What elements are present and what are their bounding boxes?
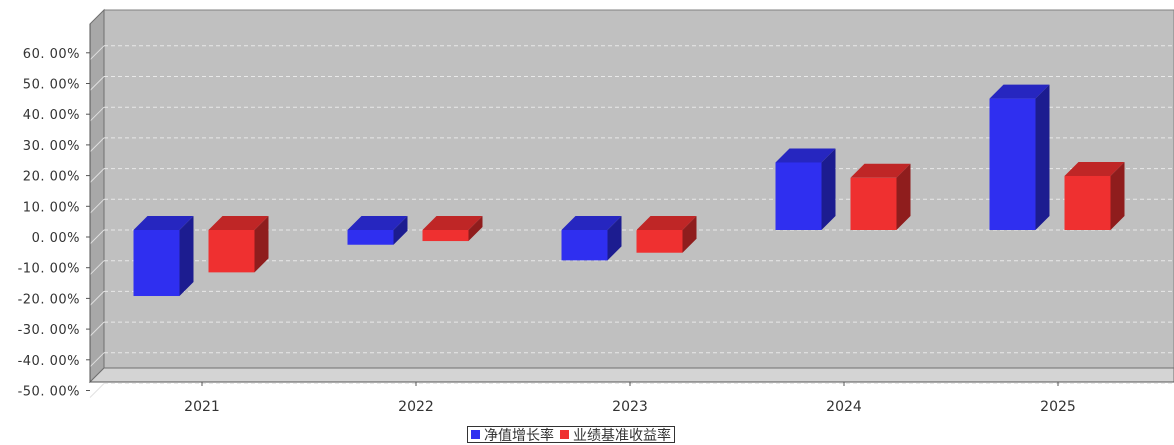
grid-line-side <box>89 321 105 337</box>
bar-side <box>607 216 622 261</box>
x-tick-label: 2025 <box>1040 399 1076 415</box>
bar-chart: 60. 00% 50. 00% 40. 00% 30. 00% 20. 00% 10. 0… <box>18 8 1174 415</box>
y-tick-label: -40. 00% <box>18 354 80 369</box>
plot-walls <box>88 8 1174 384</box>
grid-line-side <box>89 106 105 122</box>
x-tick-label: 2021 <box>184 399 220 415</box>
bar-top <box>422 216 483 230</box>
y-tick-label: 30. 00% <box>23 139 80 154</box>
grid-line-side <box>89 291 105 306</box>
bar-side <box>821 148 836 230</box>
x-tick-label: 2023 <box>612 399 648 415</box>
bar <box>561 216 622 261</box>
bar <box>133 216 194 297</box>
y-tick-label: 40. 00% <box>23 108 80 123</box>
x-axis: 2021 2022 2023 2024 2025 <box>90 381 1174 415</box>
bar-front <box>850 177 897 230</box>
grid-line-side <box>89 229 105 245</box>
legend-item-nav-growth: 净值增长率 <box>471 425 554 445</box>
bar-top <box>850 163 911 178</box>
y-tick-label: 0. 00% <box>32 231 80 246</box>
legend: 净值增长率 业绩基准收益率 <box>467 425 675 445</box>
bar-side <box>254 216 269 273</box>
legend-label-nav-growth: 净值增长率 <box>484 427 554 444</box>
y-tick-label: -30. 00% <box>18 323 80 338</box>
y-tick-label: 50. 00% <box>23 78 80 93</box>
bar-top <box>347 216 408 230</box>
bar-side <box>179 216 194 297</box>
grid-line-side <box>89 198 105 214</box>
bar-top <box>775 148 836 163</box>
y-tick-label: 20. 00% <box>23 170 80 185</box>
bar-side <box>682 216 697 253</box>
y-tick-label: 60. 00% <box>23 47 80 62</box>
bar-front <box>347 230 394 245</box>
legend-swatch-nav-growth <box>471 430 480 439</box>
grid-line-side <box>89 260 105 276</box>
x-tick-label: 2024 <box>826 399 862 415</box>
bar-front <box>775 162 822 230</box>
bar-top <box>636 216 697 230</box>
legend-label-benchmark: 业绩基准收益率 <box>573 427 671 444</box>
bar-top <box>989 84 1050 99</box>
bar-top <box>208 216 269 230</box>
y-tick-label: -10. 00% <box>18 262 80 277</box>
bar <box>850 163 911 230</box>
y-axis: 60. 00% 50. 00% 40. 00% 30. 00% 20. 00% 10. 0… <box>18 24 91 400</box>
bar-side <box>1110 161 1125 230</box>
bar-side <box>1035 84 1050 230</box>
bar-side <box>468 216 483 242</box>
bar-side <box>896 163 911 230</box>
bar <box>989 84 1050 230</box>
bar <box>1064 161 1125 230</box>
bar <box>208 216 269 273</box>
bar <box>347 216 408 245</box>
legend-item-benchmark: 业绩基准收益率 <box>560 425 671 445</box>
y-tick-label: -20. 00% <box>18 292 80 307</box>
grid-line-side <box>89 137 105 153</box>
bars <box>133 84 1125 297</box>
bar-top <box>561 216 622 230</box>
x-tick-label: 2022 <box>398 399 434 415</box>
legend-swatch-benchmark <box>560 430 569 439</box>
bar <box>636 216 697 253</box>
bar-front <box>1064 175 1111 230</box>
grid-line-side <box>89 168 105 183</box>
grid-line-side <box>89 383 105 398</box>
bar <box>775 148 836 230</box>
bar-top <box>133 216 194 230</box>
bar-top <box>1064 161 1125 176</box>
y-tick-label: 10. 00% <box>23 200 80 215</box>
bar <box>422 216 483 242</box>
bar-front <box>422 230 469 242</box>
plot-floor <box>88 367 1174 383</box>
bar-front <box>208 230 255 273</box>
y-tick-label: -50. 00% <box>18 385 80 400</box>
grid-line-side <box>89 45 105 61</box>
bar-side <box>393 216 408 245</box>
bar-front <box>561 230 608 261</box>
grid-line-side <box>89 352 105 368</box>
bar-front <box>636 230 683 253</box>
bar-front <box>989 98 1036 230</box>
bar-front <box>133 230 180 297</box>
plot-side-wall <box>89 8 105 384</box>
grid-line-side <box>89 76 105 91</box>
